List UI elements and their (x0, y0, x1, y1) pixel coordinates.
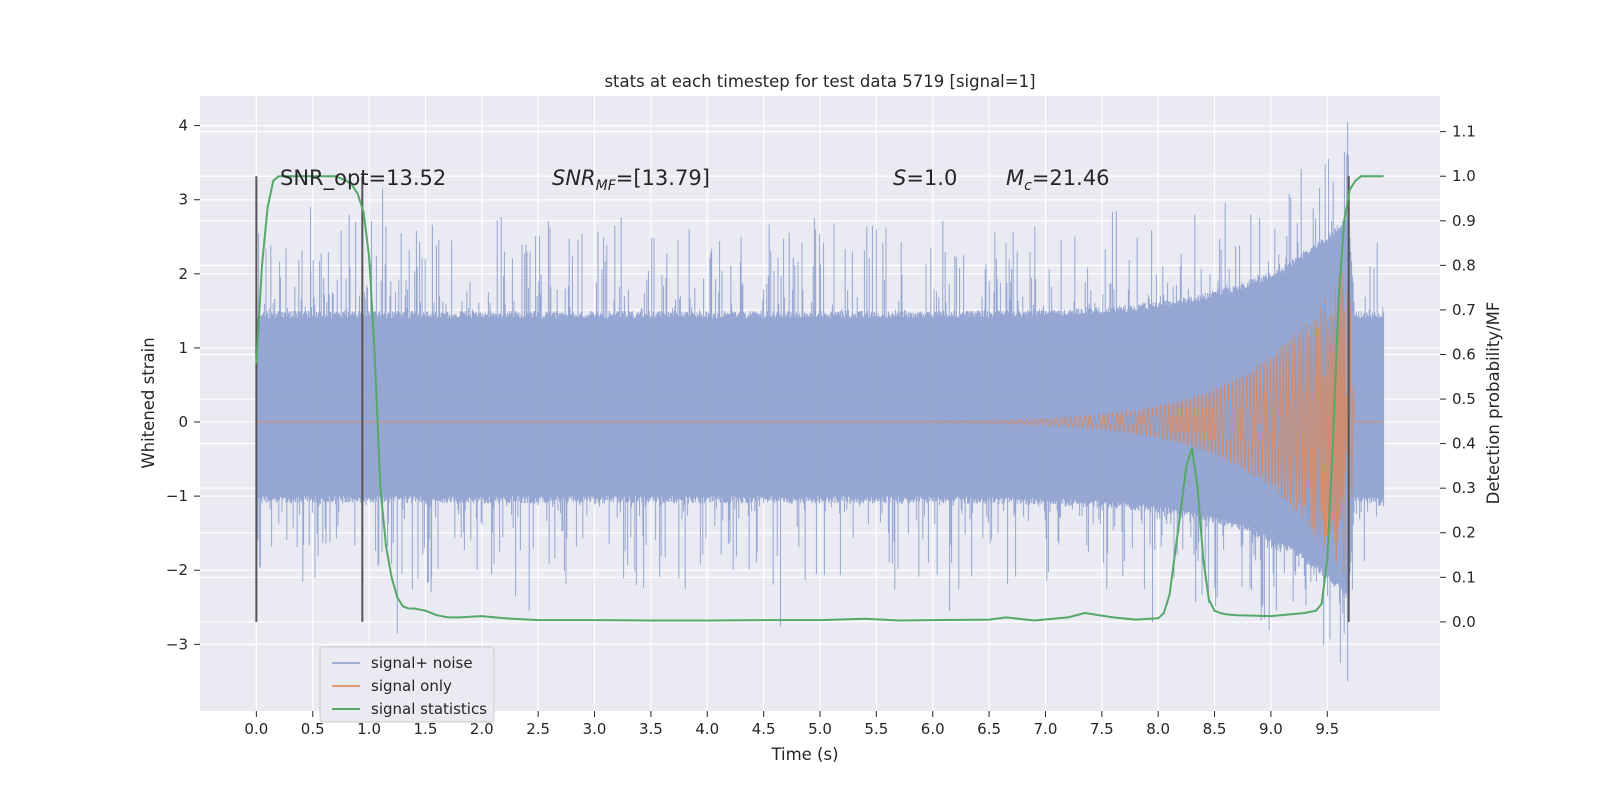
x-tick-label: 8.0 (1146, 720, 1170, 738)
y-tick-label: 2 (178, 265, 188, 283)
annotation-s: S=1.0 (893, 166, 957, 190)
y-tick-label: −3 (166, 635, 188, 653)
annotation-mc: Mc=21.46 (1006, 166, 1110, 194)
y-tick-label: 1 (178, 339, 188, 357)
x-tick-label: 5.5 (864, 720, 888, 738)
x-tick-label: 7.5 (1090, 720, 1114, 738)
annotation-snr-mf: SNRMF=[13.79] (552, 166, 710, 194)
y-tick-label: 0 (178, 413, 188, 431)
vertical-markers (255, 176, 1350, 622)
legend-label: signal statistics (371, 700, 487, 718)
y2-tick-label: 0.0 (1452, 613, 1476, 631)
legend: signal+ noise signal only signal statistic… (319, 646, 495, 723)
y-tick-label: 4 (178, 117, 188, 135)
y-tick-label: 3 (178, 191, 188, 209)
y2-tick-label: 0.5 (1452, 390, 1476, 408)
x-tick-label: 0.0 (244, 720, 268, 738)
annotation-snr-opt: SNR_opt=13.52 (280, 166, 446, 191)
chart-title: stats at each timestep for test data 571… (604, 72, 1035, 91)
y2-tick-label: 1.0 (1452, 167, 1476, 185)
x-tick-label: 2.0 (470, 720, 494, 738)
x-tick-label: 7.0 (1034, 720, 1058, 738)
ticks: 0.0 0.5 1.0 1.5 2.0 2.5 3.0 3.5 4.0 4.5 5.0 5.5 6.0 6… (166, 117, 1476, 738)
x-tick-label: 8.5 (1203, 720, 1227, 738)
y2-tick-label: 0.9 (1452, 212, 1476, 230)
x-tick-label: 3.0 (583, 720, 607, 738)
y2-tick-label: 0.1 (1452, 568, 1476, 586)
y2-tick-label: 0.8 (1452, 256, 1476, 274)
x-tick-label: 5.0 (808, 720, 832, 738)
y-tick-label: −2 (166, 561, 188, 579)
legend-label: signal only (371, 677, 452, 695)
x-tick-label: 1.5 (414, 720, 438, 738)
y2-tick-label: 1.1 (1452, 123, 1476, 141)
x-tick-label: 2.5 (526, 720, 550, 738)
x-tick-label: 6.5 (977, 720, 1001, 738)
x-tick-label: 1.0 (357, 720, 381, 738)
series-signal-statistics (255, 175, 1384, 622)
x-tick-label: 0.5 (301, 720, 325, 738)
series-signal-only (256, 272, 1384, 585)
statistics-line (255, 175, 1384, 622)
y-axis-label: Whitened strain (139, 337, 158, 468)
y2-tick-label: 0.4 (1452, 435, 1476, 453)
x-tick-label: 3.5 (639, 720, 663, 738)
y2-tick-label: 0.2 (1452, 524, 1476, 542)
legend-label: signal+ noise (371, 654, 473, 672)
signal-trace (256, 272, 1384, 585)
y2-tick-label: 0.7 (1452, 301, 1476, 319)
y2-axis-label: Detection probability/MF (1484, 302, 1503, 505)
x-tick-label: 4.0 (695, 720, 719, 738)
y2-tick-label: 0.6 (1452, 345, 1476, 363)
legend-box (319, 646, 495, 723)
x-tick-label: 4.5 (752, 720, 776, 738)
x-tick-label: 9.5 (1315, 720, 1339, 738)
x-tick-label: 6.0 (921, 720, 945, 738)
x-axis-label: Time (s) (770, 745, 838, 764)
y2-tick-label: 0.3 (1452, 479, 1476, 497)
y-tick-label: −1 (166, 487, 188, 505)
x-tick-label: 9.0 (1259, 720, 1283, 738)
annotations: SNR_opt=13.52 SNRMF=[13.79] S=1.0 Mc=21.46 (280, 166, 1110, 194)
